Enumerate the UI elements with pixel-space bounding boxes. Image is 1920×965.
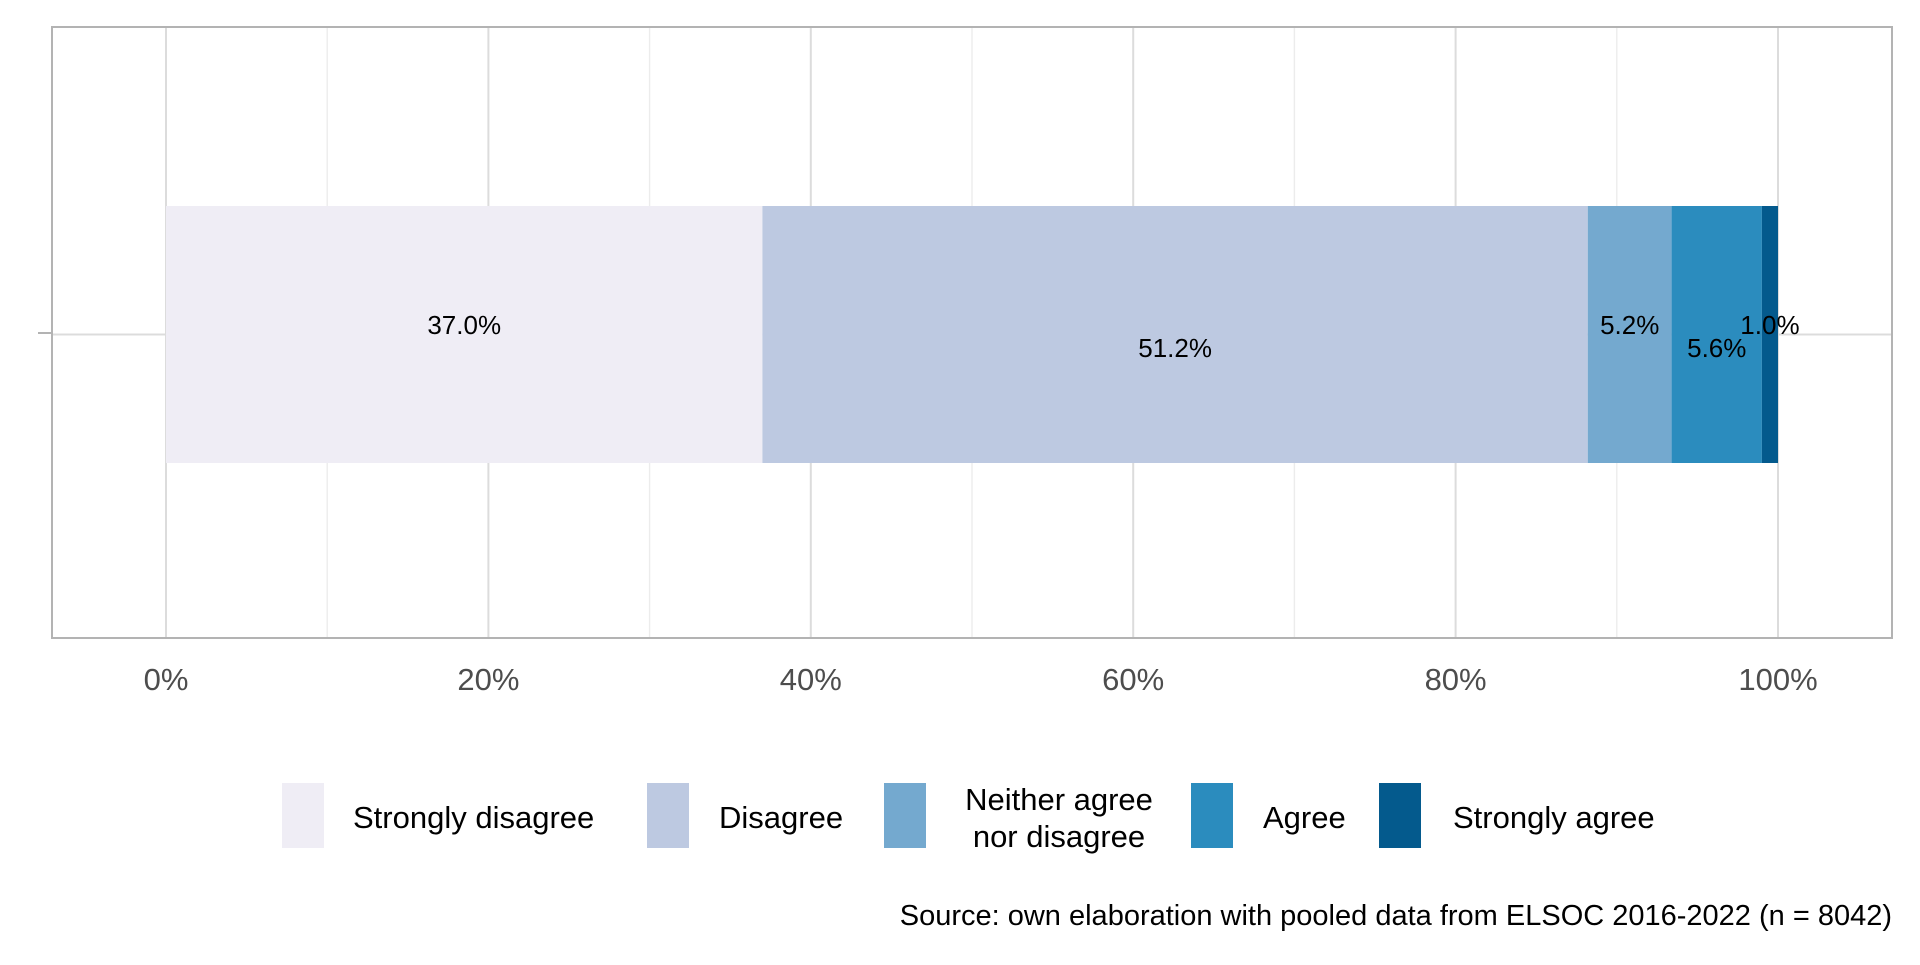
x-axis-tick-labels: 0% 20% 40% 60% 80% 100%	[144, 662, 1818, 697]
legend-label: Strongly disagree	[353, 800, 594, 835]
data-labels: 37.0% 51.2% 5.2% 5.6%1.0%	[427, 310, 1799, 363]
data-label: 5.2%	[1600, 310, 1659, 340]
legend-label: Strongly agree	[1453, 800, 1655, 835]
legend-key	[282, 783, 324, 848]
bar-segment	[1761, 206, 1778, 463]
x-tick-label: 80%	[1425, 662, 1487, 697]
bar-segment	[1671, 206, 1762, 463]
x-tick-label: 20%	[457, 662, 519, 697]
data-label: 37.0%	[427, 310, 501, 340]
legend-key	[1191, 783, 1233, 848]
caption: Source: own elaboration with pooled data…	[900, 900, 1892, 932]
bar-segments	[166, 206, 1778, 463]
legend-key	[884, 783, 926, 848]
legend-label: Disagree	[719, 800, 843, 835]
legend-key	[647, 783, 689, 848]
bar-segment	[1587, 206, 1672, 463]
data-label: 1.0%	[1740, 310, 1799, 340]
x-tick-label: 60%	[1102, 662, 1164, 697]
legend-label: Neither agree nor disagree	[965, 782, 1153, 854]
legend-key	[1379, 783, 1421, 848]
x-tick-label: 0%	[144, 662, 189, 697]
legend: Strongly disagree Disagree Neither agree no…	[282, 782, 1655, 854]
bar-segment	[762, 206, 1588, 463]
legend-label: Agree	[1263, 800, 1346, 835]
data-label: 51.2%	[1138, 333, 1212, 363]
bar-segment	[166, 206, 763, 463]
data-label: 5.6%	[1687, 333, 1746, 363]
x-tick-label: 40%	[780, 662, 842, 697]
x-tick-label: 100%	[1738, 662, 1817, 697]
